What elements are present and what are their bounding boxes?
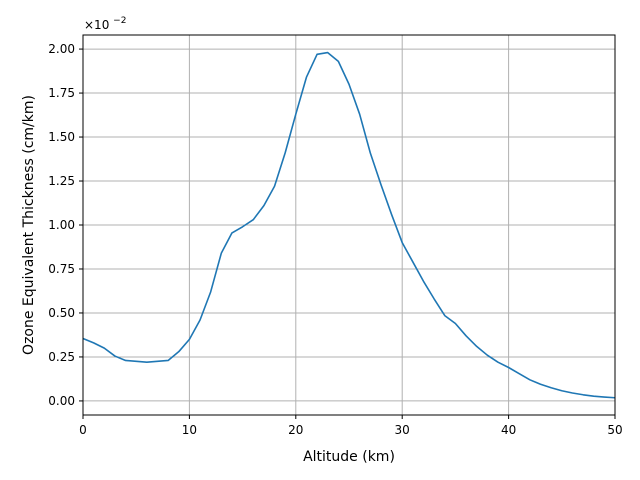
y-tick-label: 1.75 — [48, 86, 75, 100]
x-axis-label: Altitude (km) — [303, 449, 395, 465]
y-offset-base: ×10 — [84, 18, 109, 32]
plot-frame — [82, 34, 616, 416]
y-tick-label: 1.25 — [48, 174, 75, 188]
y-offset-exponent: −2 — [113, 16, 126, 26]
x-tick-label: 40 — [501, 423, 516, 437]
x-tick-label: 50 — [607, 423, 622, 437]
y-tick-label: 0.50 — [48, 306, 75, 320]
series-layer — [82, 51, 616, 399]
grid — [82, 35, 616, 415]
x-tick-label: 0 — [79, 423, 87, 437]
y-tick-label: 0.00 — [48, 394, 75, 408]
y-axis-label: Ozone Equivalent Thickness (cm/km) — [21, 95, 37, 355]
x-tick-label: 10 — [182, 423, 197, 437]
y-tick-label: 1.00 — [48, 218, 75, 232]
ozone-series-line — [82, 51, 616, 399]
y-tick-label: 2.00 — [48, 42, 75, 56]
y-tick-label: 1.50 — [48, 130, 75, 144]
x-tick-label: 30 — [395, 423, 410, 437]
y-offset-label: ×10 −2 — [84, 16, 126, 32]
ticks: 0 10 20 30 40 50 0.00 0.25 0.50 0.75 1.00 1.25 1.50 1… — [48, 42, 622, 437]
y-tick-label: 0.25 — [48, 350, 75, 364]
y-tick-label: 0.75 — [48, 262, 75, 276]
x-tick-label: 20 — [288, 423, 303, 437]
